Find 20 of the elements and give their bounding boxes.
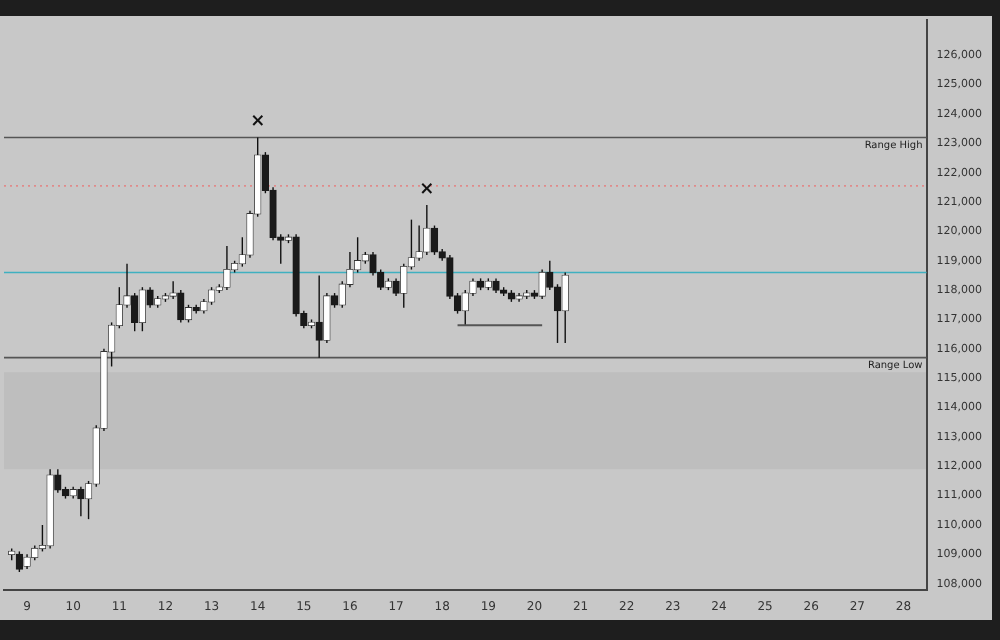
candlestick: [146, 286, 154, 309]
candlestick: [177, 289, 185, 324]
candlestick: [223, 245, 231, 291]
candlestick: [461, 289, 469, 327]
annotation: ×: [250, 112, 266, 133]
candlestick: [315, 274, 323, 359]
candlestick: [323, 292, 331, 344]
candlestick: [277, 233, 285, 265]
candlestick: [131, 292, 139, 332]
candlestick: [238, 236, 246, 268]
candlestick: [415, 224, 423, 262]
candlestick: [423, 204, 431, 256]
candlestick: [561, 271, 569, 344]
annotation: ×: [419, 179, 435, 200]
candlestick: [538, 268, 546, 300]
candlestick: [400, 263, 408, 309]
candlestick: [77, 486, 85, 517]
candlestick: [377, 268, 385, 291]
candlestick: [369, 251, 377, 277]
candlestick: [54, 468, 62, 494]
